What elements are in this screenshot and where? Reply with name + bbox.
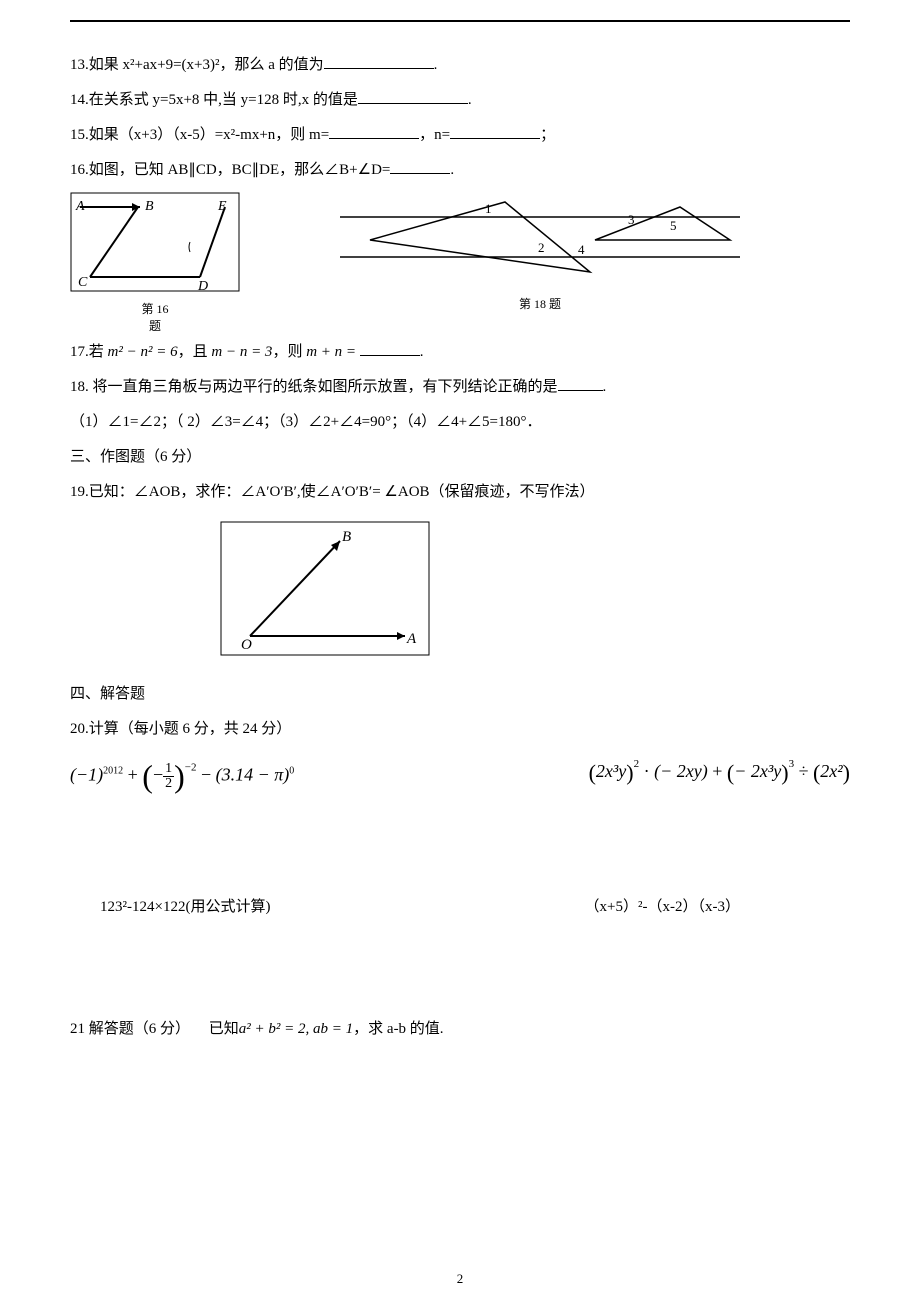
blank-13 [324,53,434,69]
problem-16: 16.如图，已知 AB∥CD，BC∥DE，那么∠B+∠D=. [70,157,850,184]
problem-14: 14.在关系式 y=5x+8 中,当 y=128 时,x 的值是. [70,87,850,114]
problem-21: 21 解答题（6 分） 已知a² + b² = 2, ab = 1，求 a-b … [70,1016,850,1043]
p15-b: ，n= [419,127,450,143]
p17-mid2: ，则 [272,344,306,360]
p17-prefix: 17.若 [70,344,108,360]
figure-16-container: A B E C D 第 16 题 [70,192,240,334]
svg-text:O: O [241,637,252,653]
blank-17 [360,340,420,356]
blank-18 [558,375,603,391]
p21-mid: 已知 [209,1021,239,1037]
p17-end: . [420,344,424,360]
blank-15b [450,123,540,139]
p17-mpn: m + n = [306,344,356,360]
formula-3: 123²-124×122(用公式计算) [100,895,270,916]
figure-18-svg: 1 2 3 4 5 [330,192,750,287]
figure-18-container: 1 2 3 4 5 第 18 题 [330,192,750,312]
p17-m2n2: m² − n² = 6 [108,344,178,360]
blank-16 [390,158,450,174]
p13-text: 13.如果 x²+ax+9=(x+3)²，那么 a 的值为 [70,57,324,73]
p21-end: ，求 a-b 的值. [353,1021,443,1037]
section-4-title: 四、解答题 [70,681,850,708]
section-3-title: 三、作图题（6 分） [70,444,850,471]
svg-text:3: 3 [628,212,635,227]
problem-18-line1: 18. 将一直角三角板与两边平行的纸条如图所示放置，有下列结论正确的是. [70,374,850,401]
p16-text: 16.如图，已知 AB∥CD，BC∥DE，那么∠B+∠D= [70,162,390,178]
problem-18-line2: （1）∠1=∠2；（ 2）∠3=∠4；（3）∠2+∠4=90°；（4）∠4+∠5… [70,409,850,436]
problem-15: 15.如果（x+3）（x-5）=x²-mx+n，则 m= ，n= ； [70,122,850,149]
p13-end: . [434,57,438,73]
p21-expr: a² + b² = 2, ab = 1 [239,1021,353,1037]
svg-text:5: 5 [670,218,677,233]
blank-15a [329,123,419,139]
problem-20-title: 20.计算（每小题 6 分，共 24 分） [70,716,850,743]
problem-17: 17.若 m² − n² = 6，且 m − n = 3，则 m + n = . [70,339,850,366]
formula-4: （x+5）²-（x-2）（x-3） [585,895,740,916]
page-number: 2 [457,1271,464,1287]
p15-end: ； [540,127,555,143]
svg-text:B: B [145,199,154,214]
figure-16-svg: A B E C D [70,192,240,292]
svg-text:A: A [406,631,417,647]
formulas-row-2: 123²-124×122(用公式计算) （x+5）²-（x-2）（x-3） [70,895,850,916]
p15-a: 15.如果（x+3）（x-5）=x²-mx+n，则 m= [70,127,329,143]
p14-end: . [468,92,472,108]
blank-14 [358,88,468,104]
figure-16-caption: 第 16 题 [70,300,240,334]
figure-19-svg: O A B [220,521,430,656]
problem-13: 13.如果 x²+ax+9=(x+3)²，那么 a 的值为. [70,52,850,79]
svg-text:C: C [78,275,88,290]
p17-mid1: ，且 [178,344,212,360]
svg-text:B: B [342,529,351,545]
p17-mmn: m − n = 3 [211,344,272,360]
formula-1: (−1)2012 + (−12)−2 − (3.14 − π)0 [70,758,294,795]
problem-19: 19.已知：∠AOB，求作：∠A′O′B′,使∠A′O′B′= ∠AOB（保留痕… [70,479,850,506]
formulas-row-1: (−1)2012 + (−12)−2 − (3.14 − π)0 (2x³y)2… [70,758,850,795]
svg-text:1: 1 [485,201,492,216]
p14-text: 14.在关系式 y=5x+8 中,当 y=128 时,x 的值是 [70,92,358,108]
formula-2: (2x³y)2 · (− 2xy) + (− 2x³y)3 ÷ (2x²) [589,758,850,795]
svg-text:4: 4 [578,242,585,257]
svg-text:A: A [75,199,85,214]
p18-end: . [603,379,607,395]
svg-text:D: D [197,279,208,292]
p21-prefix: 21 解答题（6 分） [70,1021,190,1037]
figure-18-caption: 第 18 题 [330,295,750,312]
p16-end: . [450,162,454,178]
figures-row: A B E C D 第 16 题 1 2 3 4 5 第 18 题 [70,192,850,334]
header-rule [70,20,850,22]
svg-text:E: E [217,199,227,214]
svg-text:2: 2 [538,240,545,255]
p18-line1: 18. 将一直角三角板与两边平行的纸条如图所示放置，有下列结论正确的是 [70,379,558,395]
